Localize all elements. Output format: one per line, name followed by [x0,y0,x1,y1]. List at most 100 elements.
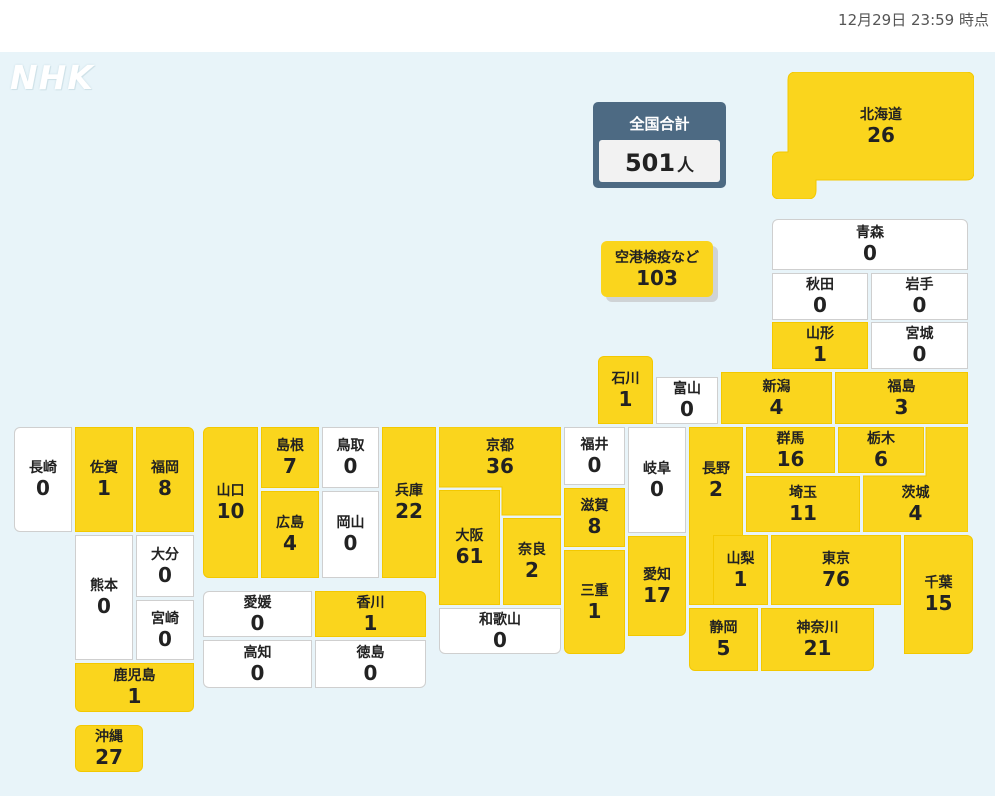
pref-name: 茨城 [901,484,930,501]
pref-name: 岐阜 [643,460,671,477]
pref-count: 1 [618,386,633,411]
pref-yamagata[interactable]: 山形 1 [772,322,868,369]
pref-miyazaki[interactable]: 宮崎 0 [136,600,194,660]
pref-saga[interactable]: 佐賀 1 [75,427,133,532]
pref-mie[interactable]: 三重 1 [564,550,625,654]
pref-name: 岩手 [905,277,934,293]
pref-name: 静岡 [709,620,738,636]
pref-nara[interactable]: 奈良 2 [503,518,561,605]
pref-aichi[interactable]: 愛知 17 [628,536,686,636]
pref-name: 秋田 [806,277,834,293]
pref-osaka[interactable]: 大阪 61 [439,490,500,605]
pref-name: 滋賀 [580,498,609,514]
pref-count: 16 [776,446,805,471]
pref-name: 神奈川 [796,620,839,636]
airport-quarantine-tile[interactable]: 空港検疫など 103 [601,241,713,297]
national-total-box: 全国合計 501 人 [593,102,726,188]
pref-name: 佐賀 [90,460,118,476]
pref-name: 島根 [276,438,304,454]
pref-kochi[interactable]: 高知 0 [203,640,312,688]
pref-okayama[interactable]: 岡山 0 [322,491,379,578]
pref-name: 北海道 [860,106,902,123]
airport-quarantine-name: 空港検疫など [615,250,699,266]
pref-count: 1 [363,610,378,635]
pref-name: 香川 [356,594,385,611]
pref-name: 長崎 [29,460,57,476]
national-total-value-box: 501 人 [599,140,720,182]
pref-count: 4 [283,531,297,555]
pref-name: 福岡 [151,460,179,476]
pref-fukuoka[interactable]: 福岡 8 [136,427,194,532]
pref-shiga[interactable]: 滋賀 8 [564,488,625,547]
pref-name: 青森 [856,225,884,241]
pref-count: 0 [680,397,694,421]
pref-name: 福島 [887,378,916,395]
pref-count: 0 [650,476,664,501]
pref-name: 長野 [702,461,730,477]
pref-name: 山梨 [726,550,755,567]
pref-toyama[interactable]: 富山 0 [656,377,718,424]
pref-tokyo[interactable]: 東京 76 [771,535,901,605]
pref-name: 和歌山 [479,611,521,628]
pref-gifu[interactable]: 岐阜 0 [628,427,686,533]
pref-yamanashi[interactable]: 山梨 1 [713,535,768,605]
pref-shizuoka[interactable]: 静岡 5 [689,608,758,671]
pref-kumamoto[interactable]: 熊本 0 [75,535,133,660]
pref-count: 0 [813,293,827,317]
pref-yamaguchi[interactable]: 山口 10 [203,427,258,578]
pref-count: 0 [343,531,358,555]
pref-tokushima[interactable]: 徳島 0 [315,640,426,688]
pref-iwate[interactable]: 岩手 0 [871,273,968,320]
pref-name: 鳥取 [336,438,365,454]
pref-count: 0 [493,627,507,652]
pref-kyoto-shape [439,427,561,516]
pref-name: 奈良 [518,542,546,558]
pref-shimane[interactable]: 島根 7 [261,427,319,488]
pref-count: 8 [587,514,602,538]
pref-kagoshima[interactable]: 鹿児島 1 [75,663,194,712]
pref-count: 0 [587,452,602,477]
pref-okinawa[interactable]: 沖縄 27 [75,725,143,772]
pref-name: 栃木 [867,430,895,447]
pref-fukushima[interactable]: 福島 3 [835,372,968,424]
national-total-value: 501 [624,149,676,177]
pref-aomori[interactable]: 青森 0 [772,219,968,270]
pref-tochigi[interactable]: 栃木 6 [838,427,924,473]
pref-akita[interactable]: 秋田 0 [772,273,868,320]
pref-miyagi[interactable]: 宮城 0 [871,322,968,369]
pref-kyoto[interactable]: 京都 36 [439,427,561,487]
pref-hyogo[interactable]: 兵庫 22 [382,427,436,578]
pref-count: 2 [525,558,539,582]
pref-count: 0 [863,241,877,265]
pref-gunma[interactable]: 群馬 16 [746,427,835,473]
pref-niigata[interactable]: 新潟 4 [721,372,832,424]
pref-tottori[interactable]: 鳥取 0 [322,427,379,488]
pref-count: 0 [158,562,172,587]
pref-count: 17 [643,582,671,607]
pref-count: 61 [455,544,484,568]
pref-ishikawa[interactable]: 石川 1 [598,356,653,424]
pref-count: 7 [283,454,297,478]
pref-count: 36 [486,453,514,478]
pref-count: 4 [769,394,784,419]
pref-chiba[interactable]: 千葉 15 [904,535,973,654]
pref-nagasaki[interactable]: 長崎 0 [14,427,72,532]
pref-count: 0 [36,476,50,500]
pref-count: 22 [395,499,423,523]
pref-hokkaido-shape [772,72,974,199]
pref-oita[interactable]: 大分 0 [136,535,194,597]
pref-fukui[interactable]: 福井 0 [564,427,625,485]
pref-kagawa[interactable]: 香川 1 [315,591,426,637]
pref-count: 1 [127,684,142,708]
pref-hokkaido[interactable]: 北海道 26 [788,72,974,180]
header-bar: 12月29日 23:59 時点 [0,0,995,52]
pref-count: 10 [216,499,245,523]
pref-kanagawa[interactable]: 神奈川 21 [761,608,874,671]
pref-ibaraki[interactable]: 茨城 4 [863,476,968,532]
pref-wakayama[interactable]: 和歌山 0 [439,608,561,654]
pref-saitama[interactable]: 埼玉 11 [746,476,860,532]
pref-name: 大分 [151,546,179,563]
pref-ehime[interactable]: 愛媛 0 [203,591,312,637]
pref-hiroshima[interactable]: 広島 4 [261,491,319,578]
pref-name: 石川 [611,370,640,387]
